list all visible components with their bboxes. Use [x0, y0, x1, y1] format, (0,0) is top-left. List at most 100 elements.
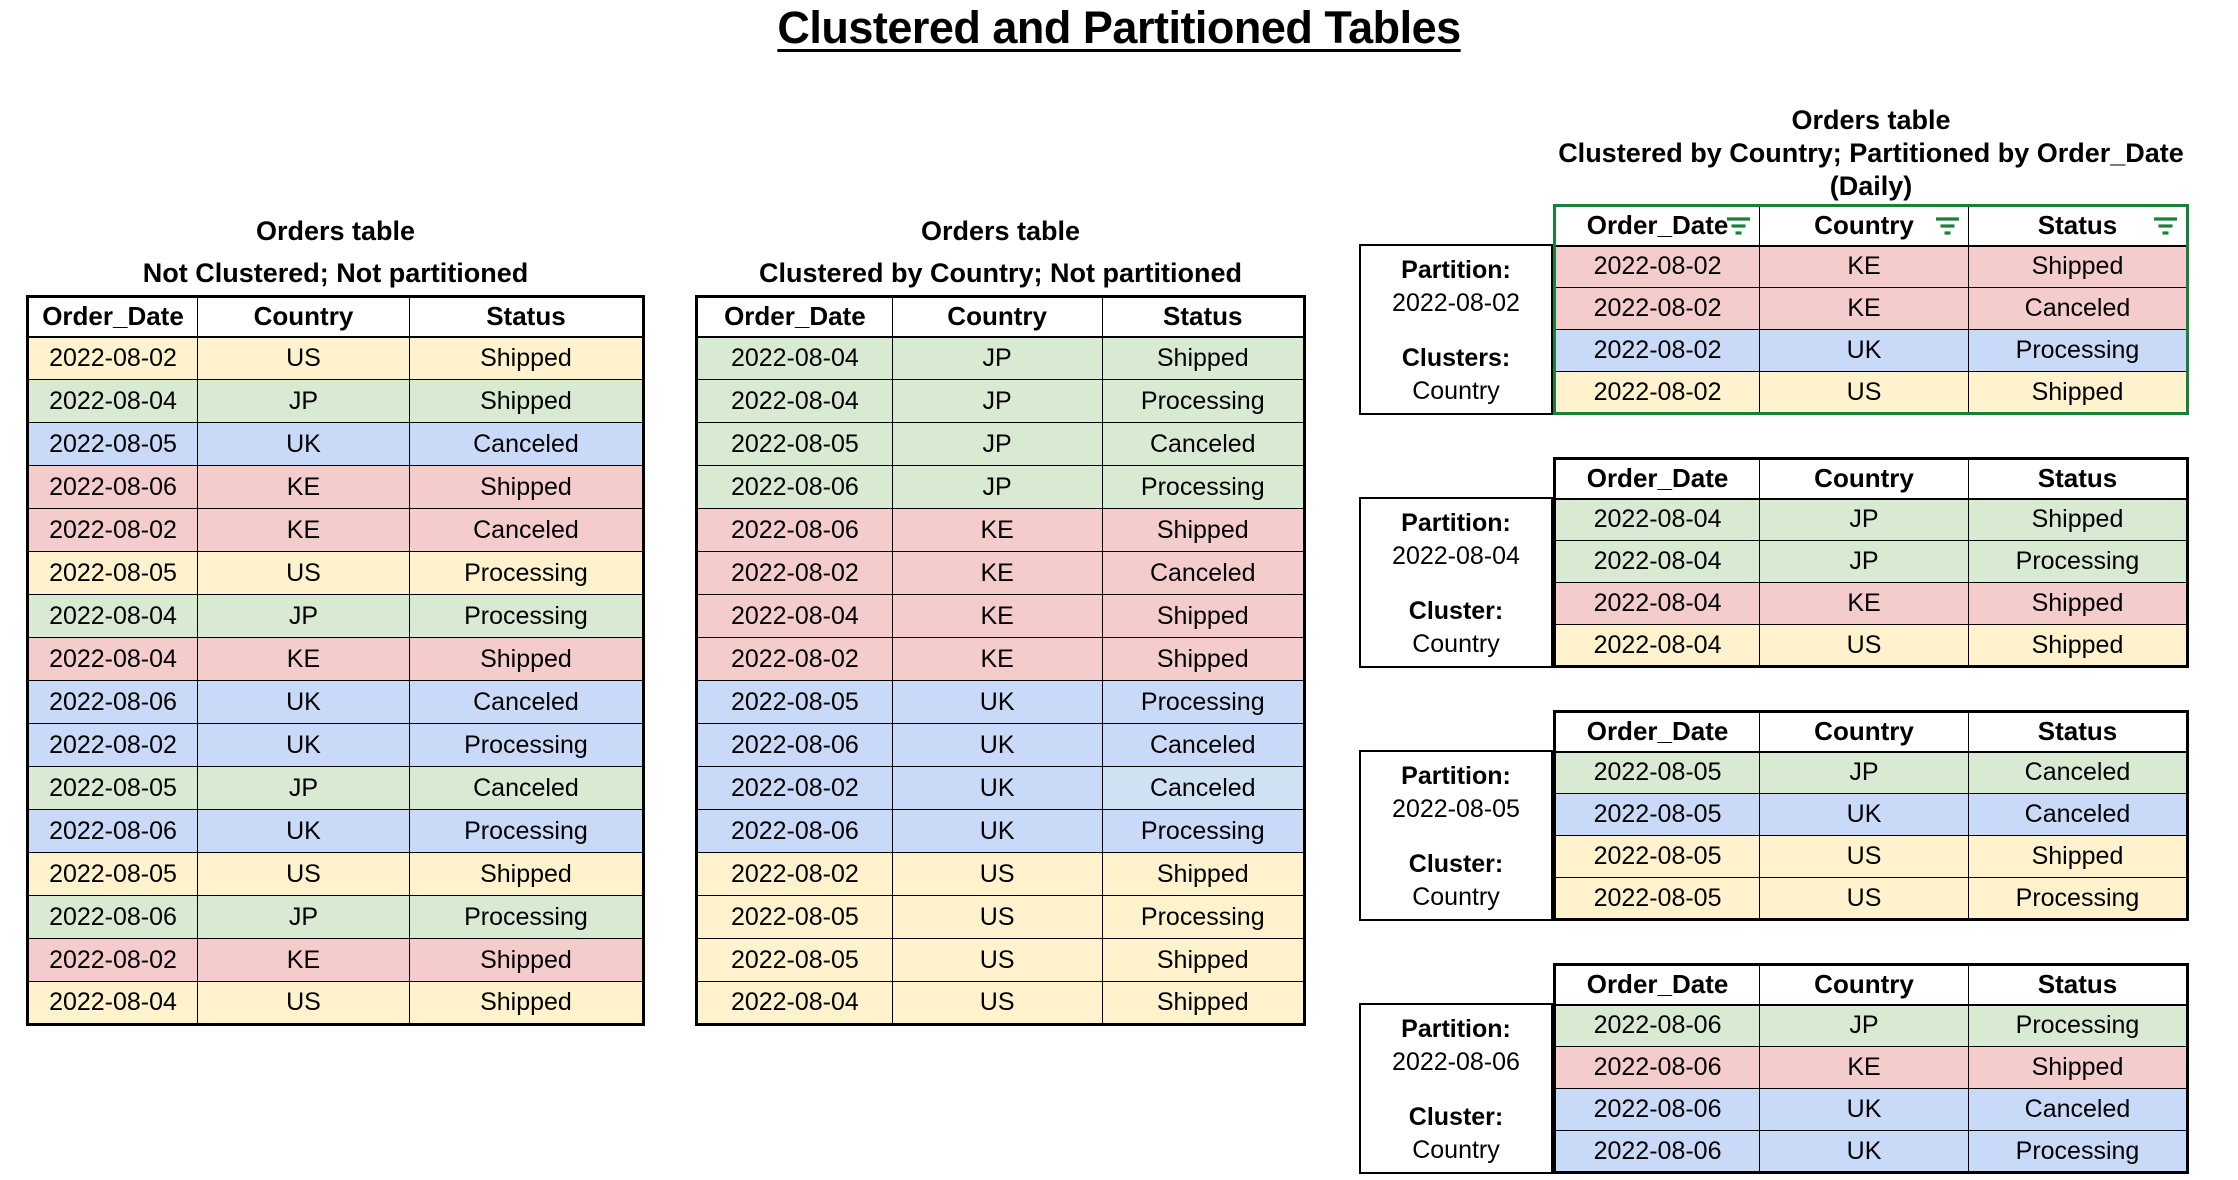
country-cell: JP: [197, 594, 410, 638]
order-date-cell: 2022-08-05: [1553, 751, 1761, 794]
country-cell: UK: [197, 809, 410, 853]
column-header-label: Order_Date: [42, 301, 184, 332]
status-cell: Shipped: [1101, 594, 1306, 638]
status-cell: Shipped: [1101, 981, 1306, 1025]
table-row: 2022-08-05 JP Canceled: [696, 422, 1306, 466]
column-header-country: Country: [1759, 205, 1969, 247]
cluster-value: Country: [1412, 883, 1500, 911]
column-header-order_date: Order_Date: [26, 296, 199, 338]
filter-icon[interactable]: [2152, 215, 2179, 237]
filter-icon[interactable]: [1934, 215, 1961, 237]
country-cell: JP: [1759, 540, 1969, 583]
status-cell: Processing: [1967, 540, 2189, 583]
status-cell: Processing: [1967, 329, 2189, 372]
status-cell: Processing: [1967, 1130, 2189, 1173]
partition-key: Partition:: [1401, 1015, 1511, 1043]
status-cell: Canceled: [408, 766, 645, 810]
order-date-cell: 2022-08-02: [1553, 329, 1761, 372]
column-header-country: Country: [1759, 711, 1969, 753]
status-cell: Shipped: [1967, 1046, 2189, 1089]
table-row: 2022-08-06 UK Processing: [1553, 1130, 2189, 1173]
order-date-cell: 2022-08-04: [696, 379, 893, 423]
partition-table-wrap: Order_Date Country Status 2022-08-05 JP Cance…: [1553, 710, 2189, 921]
order-date-cell: 2022-08-04: [696, 594, 893, 638]
column-header-label: Order_Date: [1586, 463, 1729, 494]
country-cell: UK: [891, 766, 1103, 810]
cluster-label-group: Cluster: Country: [1363, 848, 1549, 914]
country-cell: JP: [891, 336, 1103, 380]
section-clustered-partitioned: Orders table Clustered by Country; Parti…: [1359, 104, 2189, 1174]
status-cell: Shipped: [408, 852, 645, 896]
column-header-label: Status: [2037, 716, 2118, 747]
order-date-cell: 2022-08-06: [26, 465, 199, 509]
partition-key: Partition:: [1401, 762, 1511, 790]
table-row: 2022-08-06 KE Shipped: [696, 508, 1306, 552]
column-header-order_date: Order_Date: [1553, 205, 1761, 247]
table-row: 2022-08-04 JP Processing: [1553, 540, 2189, 583]
cluster-key: Cluster:: [1408, 850, 1504, 878]
status-cell: Shipped: [408, 465, 645, 509]
filter-icon[interactable]: [1725, 215, 1752, 237]
country-cell: KE: [891, 551, 1103, 595]
table-row: 2022-08-04 US Shipped: [1553, 624, 2189, 667]
partition-label: Partition: 2022-08-02 Clusters: Country: [1359, 244, 1553, 415]
status-cell: Canceled: [408, 422, 645, 466]
table-row: 2022-08-04 JP Processing: [26, 594, 645, 638]
country-cell: US: [891, 852, 1103, 896]
cluster-label-group: Cluster: Country: [1363, 595, 1549, 661]
partition-key: Partition:: [1401, 256, 1511, 284]
status-cell: Shipped: [1101, 637, 1306, 681]
partition-value: 2022-08-02: [1392, 289, 1520, 317]
status-cell: Shipped: [1967, 835, 2189, 878]
country-cell: US: [197, 551, 410, 595]
partition-table-2022-08-05: Order_Date Country Status 2022-08-05 JP Cance…: [1553, 710, 2189, 921]
table-row: 2022-08-05 US Shipped: [26, 852, 645, 896]
column-header-label: Status: [486, 301, 566, 332]
order-date-cell: 2022-08-04: [26, 637, 199, 681]
partition-label-group: Partition: 2022-08-04: [1363, 507, 1549, 573]
order-date-cell: 2022-08-04: [696, 336, 893, 380]
partition-table-wrap: Order_Date Country Status 2022-08-04 JP Shipp…: [1553, 457, 2189, 668]
partition-value: 2022-08-06: [1392, 1048, 1520, 1076]
table-row: 2022-08-04 KE Shipped: [26, 637, 645, 681]
country-cell: US: [1759, 624, 1969, 667]
partition-block-2022-08-06: Partition: 2022-08-06 Cluster: Country Order…: [1359, 963, 2189, 1174]
table-subtitle: Not Clustered; Not partitioned: [142, 258, 529, 288]
table-row: 2022-08-02 KE Shipped: [1553, 245, 2189, 288]
country-cell: KE: [197, 938, 410, 982]
country-cell: US: [891, 938, 1103, 982]
table-row: 2022-08-06 UK Processing: [26, 809, 645, 853]
header-row: Order_Date Country Status: [26, 296, 645, 338]
table-row: 2022-08-06 JP Processing: [696, 465, 1306, 509]
partitions-container: Partition: 2022-08-02 Clusters: Country Orde…: [1359, 204, 2189, 1174]
country-cell: US: [1759, 877, 1969, 920]
table-row: 2022-08-05 UK Canceled: [1553, 793, 2189, 836]
table-row: 2022-08-06 UK Canceled: [1553, 1088, 2189, 1131]
status-cell: Shipped: [408, 981, 645, 1025]
status-cell: Shipped: [1967, 582, 2189, 625]
status-cell: Processing: [408, 594, 645, 638]
partition-label: Partition: 2022-08-05 Cluster: Country: [1359, 750, 1553, 921]
table-row: 2022-08-05 US Shipped: [696, 938, 1306, 982]
status-cell: Shipped: [408, 637, 645, 681]
column-header-status: Status: [1967, 711, 2189, 753]
partition-label-group: Partition: 2022-08-06: [1363, 1013, 1549, 1079]
status-cell: Shipped: [408, 336, 645, 380]
status-cell: Processing: [1101, 809, 1306, 853]
order-date-cell: 2022-08-05: [696, 895, 893, 939]
status-cell: Processing: [1101, 465, 1306, 509]
order-date-cell: 2022-08-04: [26, 981, 199, 1025]
order-date-cell: 2022-08-06: [696, 809, 893, 853]
table-row: 2022-08-05 JP Canceled: [26, 766, 645, 810]
order-date-cell: 2022-08-04: [696, 981, 893, 1025]
partition-label: Partition: 2022-08-06 Cluster: Country: [1359, 1003, 1553, 1174]
status-cell: Processing: [1967, 877, 2189, 920]
column-header-label: Country: [253, 301, 354, 332]
table-row: 2022-08-04 US Shipped: [696, 981, 1306, 1025]
status-cell: Shipped: [408, 938, 645, 982]
order-date-cell: 2022-08-06: [26, 680, 199, 724]
status-cell: Canceled: [1967, 1088, 2189, 1131]
country-cell: KE: [891, 637, 1103, 681]
table-row: 2022-08-02 UK Processing: [26, 723, 645, 767]
order-date-cell: 2022-08-05: [1553, 793, 1761, 836]
